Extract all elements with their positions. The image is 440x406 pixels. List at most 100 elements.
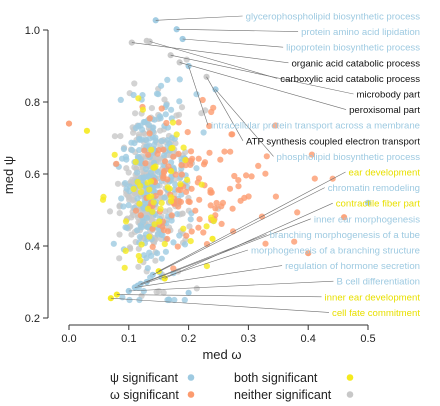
annotation-leader-line <box>215 89 274 157</box>
annotation-leader-line <box>110 297 330 313</box>
data-point-psi <box>153 90 161 97</box>
data-point-omega <box>203 241 211 248</box>
data-point-omega <box>159 223 166 230</box>
points-layer <box>65 17 372 304</box>
data-point-psi <box>171 296 178 304</box>
data-point-omega <box>182 162 189 169</box>
data-point-psi <box>125 202 132 209</box>
data-point-omega <box>263 153 270 160</box>
data-point-both <box>161 240 168 248</box>
data-point-psi <box>117 96 124 103</box>
legend-swatch <box>187 391 195 398</box>
data-point-both <box>147 178 155 185</box>
data-point-psi <box>141 119 148 126</box>
annotation-leader-line <box>149 41 278 79</box>
data-point-neither <box>160 289 167 296</box>
data-point-both <box>130 185 137 193</box>
data-point-omega <box>142 160 149 167</box>
data-point-psi <box>176 76 183 83</box>
data-point-both <box>83 127 91 134</box>
data-point-omega <box>177 186 184 194</box>
data-point-omega <box>262 170 269 177</box>
data-point-psi <box>122 224 129 231</box>
annotation-leader-line <box>182 38 284 48</box>
data-point-neither <box>154 155 162 162</box>
data-point-neither <box>116 231 123 238</box>
data-point-psi <box>158 82 165 89</box>
data-point-omega <box>199 96 206 104</box>
data-point-psi <box>170 239 177 246</box>
data-point-psi <box>158 138 165 145</box>
data-point-omega <box>189 155 196 162</box>
annotated-point <box>128 39 135 46</box>
y-tick-label: 0.2 <box>25 313 40 325</box>
data-point-psi <box>364 199 372 206</box>
data-point-psi <box>165 296 172 303</box>
annotation-label: phospholipid biosynthetic process <box>277 152 421 163</box>
data-point-psi <box>146 122 153 129</box>
data-point-omega <box>230 228 237 235</box>
data-point-psi <box>143 254 150 262</box>
data-point-omega <box>185 198 192 205</box>
data-point-psi <box>142 165 149 173</box>
data-point-both <box>139 106 146 113</box>
data-point-both <box>187 238 194 245</box>
x-tick-label: 0.4 <box>301 333 316 345</box>
data-point-psi <box>146 135 153 142</box>
data-point-neither <box>116 255 123 262</box>
x-axis-title: med ω <box>202 347 241 362</box>
data-point-psi <box>123 156 130 163</box>
annotated-point <box>203 73 210 80</box>
data-point-both <box>209 235 216 242</box>
data-point-omega <box>158 105 165 112</box>
x-ticks: 0.0 0.1 0.2 0.3 0.4 0.5 <box>61 325 376 345</box>
data-point-psi <box>181 296 188 304</box>
annotation-label: inner ear morphogenesis <box>314 214 420 225</box>
data-point-omega <box>113 160 120 167</box>
data-point-omega <box>206 149 213 156</box>
data-point-omega <box>183 232 190 239</box>
data-point-neither <box>132 110 139 117</box>
data-point-neither <box>183 56 190 63</box>
data-point-psi <box>126 296 133 304</box>
data-point-psi <box>164 76 171 83</box>
data-point-both <box>138 241 145 248</box>
data-point-both <box>148 146 155 153</box>
annotation-label: organic acid catabolic process <box>291 58 420 69</box>
data-point-omega <box>226 185 234 192</box>
data-point-psi <box>131 140 138 147</box>
data-point-psi <box>134 169 141 176</box>
data-point-omega <box>164 235 171 242</box>
data-point-psi <box>158 255 165 262</box>
data-point-psi <box>193 165 200 172</box>
data-point-neither <box>166 207 173 214</box>
data-point-both <box>164 184 171 191</box>
data-point-both <box>168 168 175 175</box>
data-point-psi <box>144 224 151 231</box>
data-point-psi <box>148 252 155 259</box>
data-point-omega <box>178 171 185 178</box>
data-point-both <box>121 264 128 271</box>
data-point-both <box>122 247 129 254</box>
data-point-neither <box>114 180 122 187</box>
data-point-omega <box>184 129 191 136</box>
data-point-omega <box>272 122 279 129</box>
legend-label: ψ significant <box>110 371 178 385</box>
data-point-psi <box>134 227 141 234</box>
data-point-omega <box>154 150 161 157</box>
data-point-psi <box>151 116 158 123</box>
data-point-omega <box>132 207 140 214</box>
data-point-omega <box>340 214 348 221</box>
data-point-both <box>138 189 145 196</box>
data-point-both <box>99 196 107 203</box>
legend-label: ω significant <box>110 388 179 402</box>
data-point-both <box>146 233 153 240</box>
data-point-neither <box>148 105 155 112</box>
data-point-psi <box>176 98 183 105</box>
data-point-psi <box>168 217 175 224</box>
x-tick-label: 0.2 <box>181 333 196 345</box>
data-point-omega <box>262 240 269 247</box>
legend: ψ significant ω significant both significa… <box>110 371 354 402</box>
annotation-label: microbody part <box>357 90 421 101</box>
